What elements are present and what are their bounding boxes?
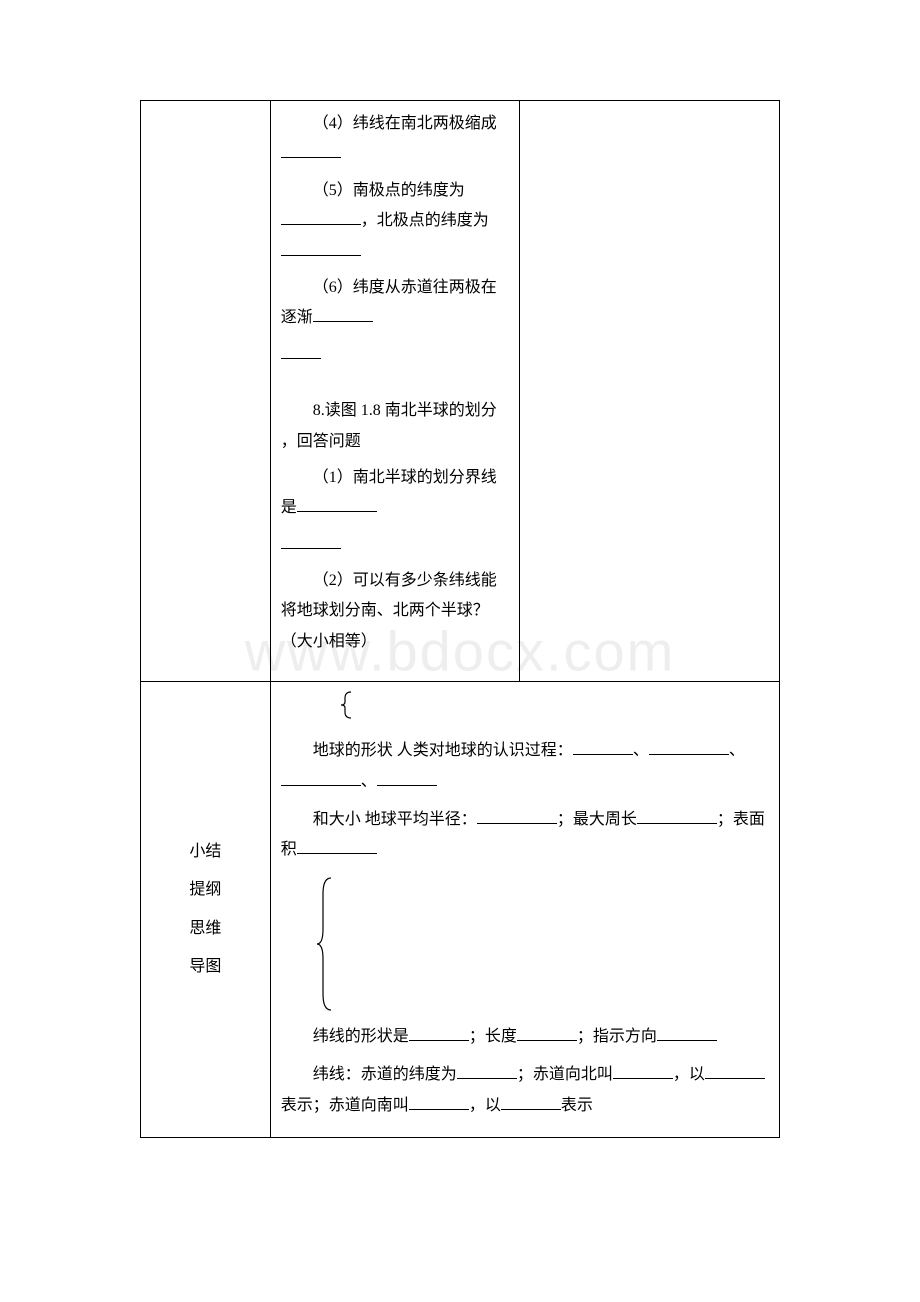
table-row: （4）纬线在南北两极缩成 （5）南极点的纬度为 ，北极点的纬度为 （6）纬度从赤道… — [141, 101, 780, 682]
s2b-text: ；最大周长 — [557, 811, 637, 828]
brace-big-icon — [313, 874, 337, 1014]
blank — [281, 533, 341, 549]
sep1: 、 — [633, 742, 649, 759]
brace-big-wrap — [313, 874, 769, 1014]
summary-block: 地球的形状 人类对地球的认识过程：、、、 和大小 地球平均半径：；最大周长；表面… — [281, 690, 769, 1121]
blank — [281, 209, 361, 225]
blank — [517, 1025, 577, 1041]
blank — [281, 770, 361, 786]
question-8-1: （1）南北半球的划分界线是 — [281, 463, 510, 524]
s4d-text: 表示；赤道向南叫 — [281, 1097, 409, 1114]
blank — [377, 770, 437, 786]
blank — [409, 1094, 469, 1110]
summary-line-4: 纬线：赤道的纬度为；赤道向北叫，以表示；赤道向南叫，以表示 — [281, 1060, 769, 1121]
blank — [409, 1025, 469, 1041]
s3a-text: 纬线的形状是 — [313, 1028, 409, 1045]
cell-questions: （4）纬线在南北两极缩成 （5）南极点的纬度为 ，北极点的纬度为 （6）纬度从赤道… — [270, 101, 520, 682]
blank — [297, 496, 377, 512]
brace-svg — [337, 690, 357, 720]
s4a-text: 纬线：赤道的纬度为 — [313, 1066, 457, 1083]
blank — [501, 1094, 561, 1110]
blank — [281, 142, 341, 158]
blank — [705, 1063, 765, 1079]
blank — [573, 739, 633, 755]
q4-text: （4）纬线在南北两极缩成 — [313, 115, 497, 132]
label-summary: 小结 — [151, 833, 260, 871]
label-outline: 提纲 — [151, 871, 260, 909]
blank — [613, 1063, 673, 1079]
summary-line-3: 纬线的形状是 ；长度 ；指示方向 — [281, 1022, 769, 1052]
question-8-2: （2）可以有多少条纬线能将地球划分南、北两个半球？（大小相等） — [281, 566, 510, 657]
blank — [477, 808, 557, 824]
blank-cont — [281, 340, 510, 370]
blank — [281, 240, 361, 256]
left-label-group: 小结 提纲 思维 导图 — [151, 833, 260, 987]
blank-cont2 — [281, 530, 510, 560]
question-8-title: 8.读图 1.8 南北半球的划分 ，回答问题 — [281, 396, 510, 457]
blank — [657, 1025, 717, 1041]
cell-left-empty — [141, 101, 271, 682]
q5b-text: ，北极点的纬度为 — [361, 212, 489, 229]
blank — [281, 343, 321, 359]
spacer — [281, 376, 510, 396]
s1a-text: 地球的形状 人类对地球的认识过程： — [313, 742, 573, 759]
sep2: 、 — [729, 742, 745, 759]
question-6: （6）纬度从赤道往两极在逐渐 — [281, 273, 510, 334]
s3b-text: ；长度 — [469, 1028, 517, 1045]
s2a-text: 和大小 地球平均半径： — [313, 811, 477, 828]
table-row: 小结 提纲 思维 导图 地球的形状 人类对地球的认识过程：、、、 和大小 地球平… — [141, 682, 780, 1138]
label-thinking: 思维 — [151, 910, 260, 948]
blank — [649, 739, 729, 755]
brace-small-icon — [337, 690, 769, 726]
question-5: （5）南极点的纬度为 ，北极点的纬度为 — [281, 176, 510, 267]
cell-summary-content: 地球的形状 人类对地球的认识过程：、、、 和大小 地球平均半径：；最大周长；表面… — [270, 682, 779, 1138]
blank — [637, 808, 717, 824]
summary-line-2: 和大小 地球平均半径：；最大周长；表面积 — [281, 805, 769, 866]
s3c-text: ；指示方向 — [577, 1028, 657, 1045]
blank — [297, 838, 377, 854]
sep3: 、 — [361, 773, 377, 790]
blank — [313, 306, 373, 322]
s4f-text: 表示 — [561, 1097, 593, 1114]
s4e-text: ，以 — [469, 1097, 501, 1114]
s4c-text: ，以 — [673, 1066, 705, 1083]
spacer — [281, 663, 510, 673]
summary-line-1: 地球的形状 人类对地球的认识过程：、、、 — [281, 736, 769, 797]
blank — [457, 1063, 517, 1079]
cell-right-empty — [520, 101, 780, 682]
cell-summary-label: 小结 提纲 思维 导图 — [141, 682, 271, 1138]
s4b-text: ；赤道向北叫 — [517, 1066, 613, 1083]
document-table: （4）纬线在南北两极缩成 （5）南极点的纬度为 ，北极点的纬度为 （6）纬度从赤道… — [140, 100, 780, 1138]
question-4: （4）纬线在南北两极缩成 — [281, 109, 510, 170]
q5a-text: （5）南极点的纬度为 — [313, 182, 465, 199]
label-map: 导图 — [151, 948, 260, 986]
